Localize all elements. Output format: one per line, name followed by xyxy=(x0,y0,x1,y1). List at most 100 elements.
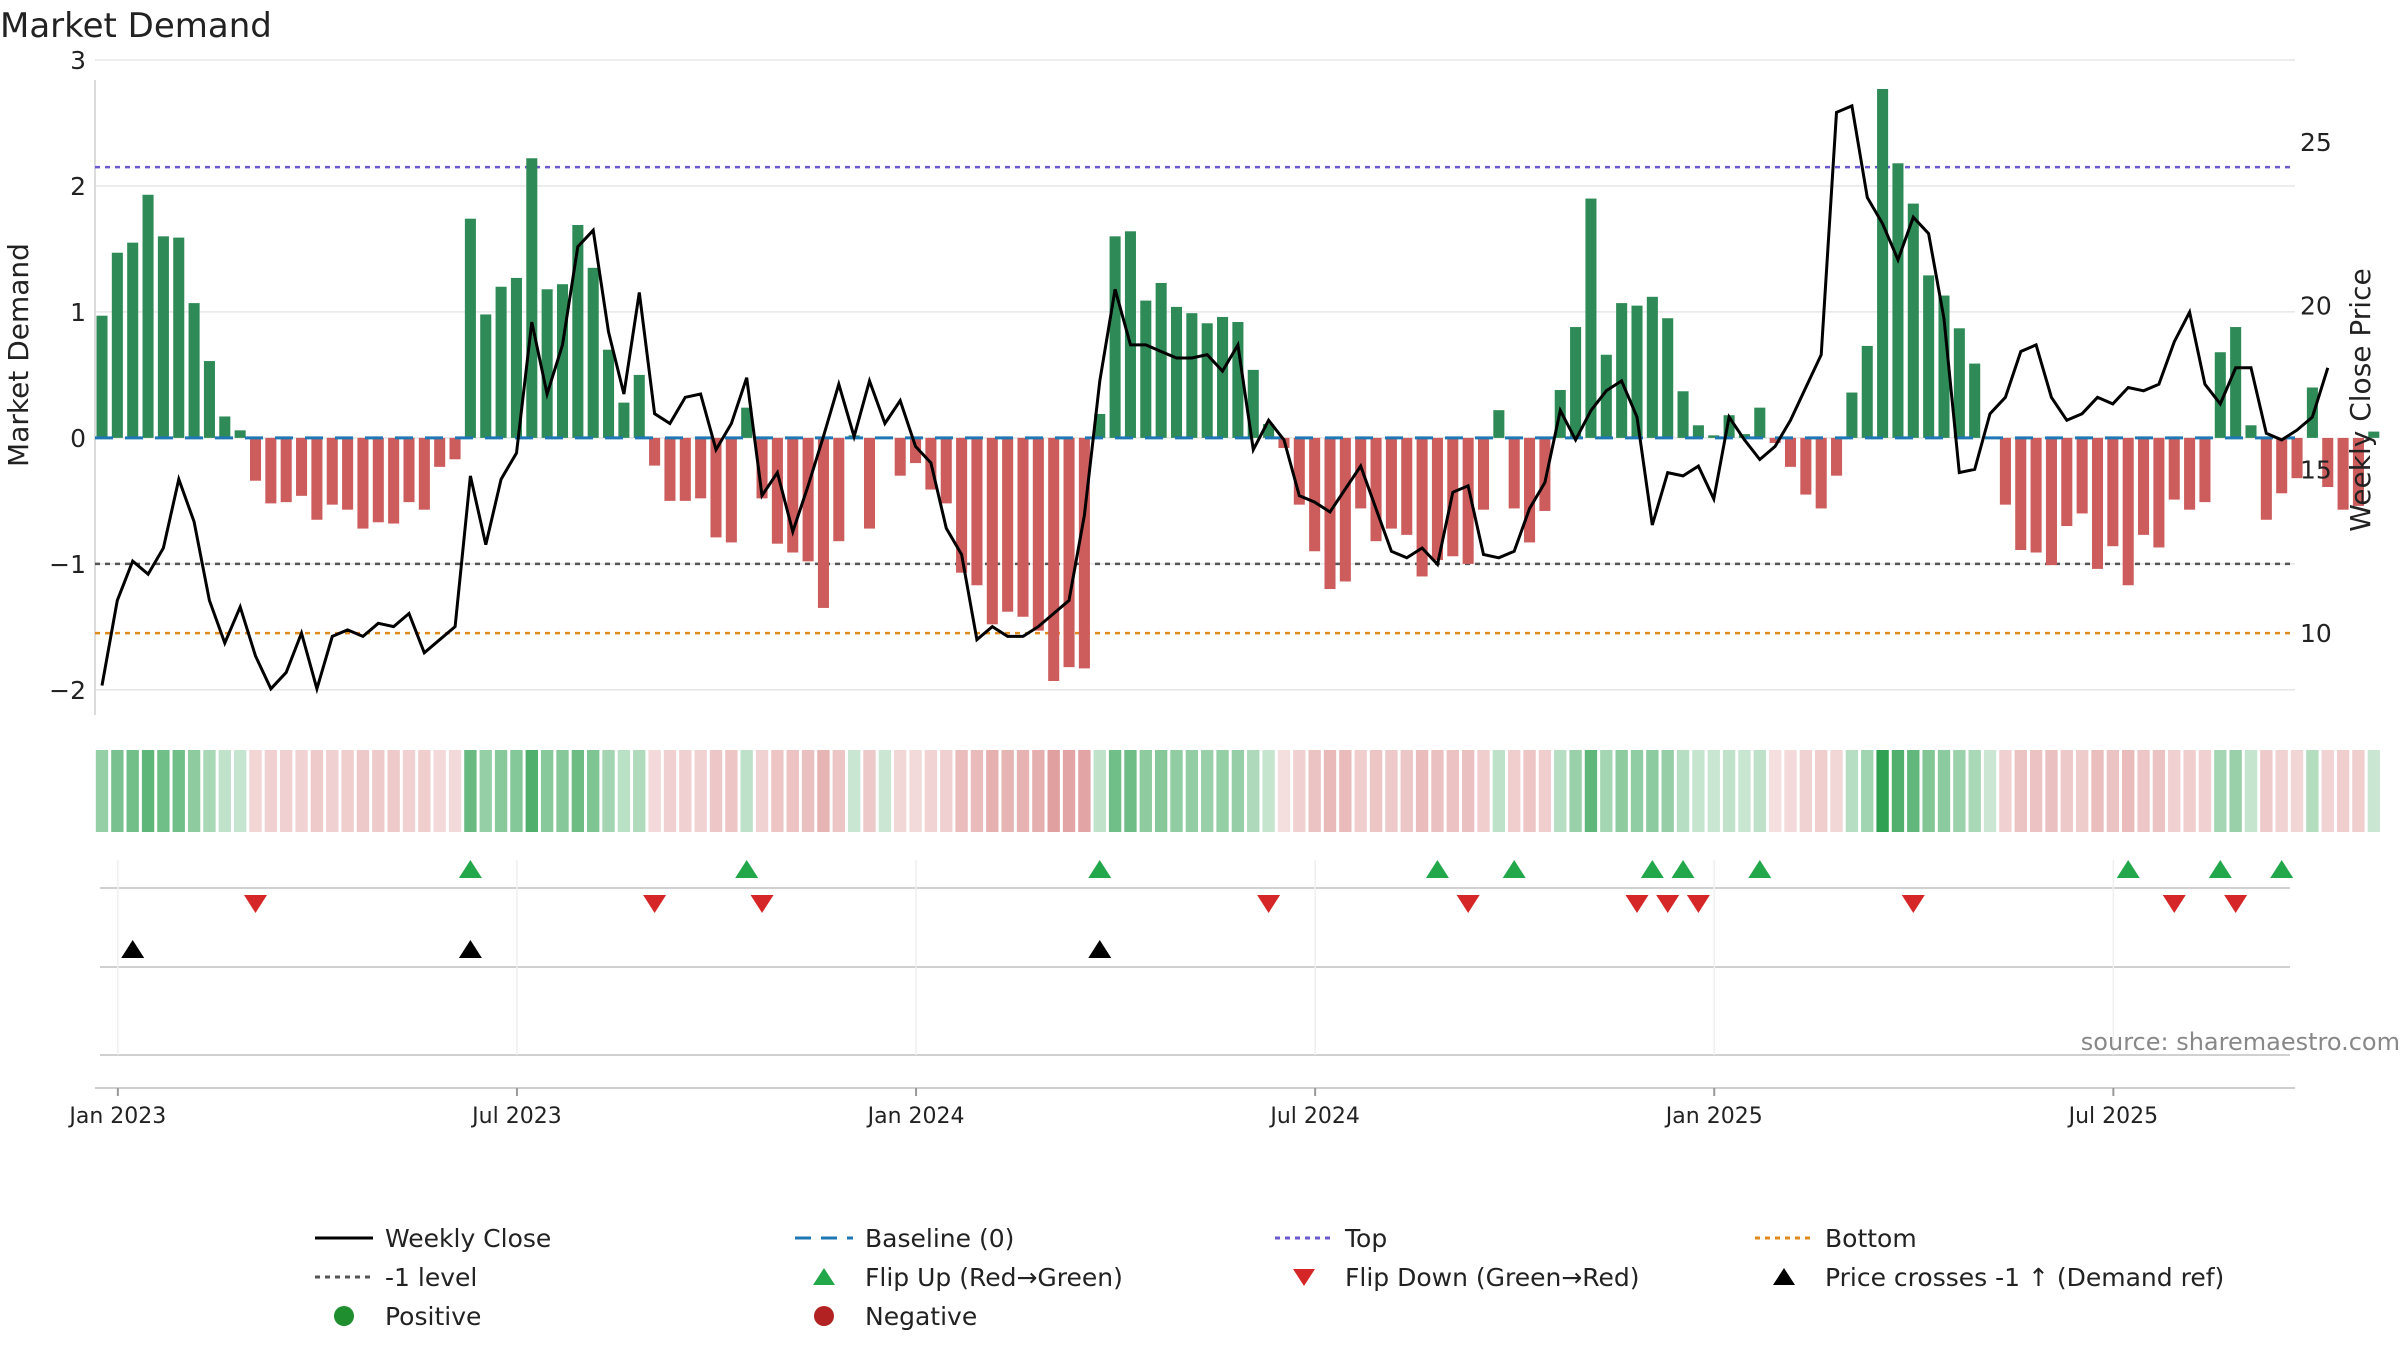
demand-bar xyxy=(2030,437,2042,553)
y-axis-left-ticks: 3 2 1 0 −1 −2 xyxy=(49,46,86,705)
demand-bar xyxy=(495,286,507,438)
y-left-tick-label: −1 xyxy=(49,550,86,579)
legend-label: -1 level xyxy=(385,1263,477,1292)
heat-cell xyxy=(1293,750,1306,832)
legend-item: Top xyxy=(1275,1224,1387,1253)
y-axis-left-label: Market Demand xyxy=(2,243,35,467)
heat-cell xyxy=(1630,750,1644,832)
heat-cell xyxy=(2060,750,2073,832)
flip-down-marker xyxy=(2162,895,2186,913)
demand-bar xyxy=(1217,316,1229,438)
x-tick-label: Jul 2025 xyxy=(2067,1104,2159,1129)
heat-cell xyxy=(1968,750,1981,832)
heat-cell xyxy=(2321,750,2334,832)
heat-cell xyxy=(909,750,922,832)
x-tick-label: Jan 2025 xyxy=(1664,1104,1763,1129)
heat-cell xyxy=(1953,750,1966,832)
flip-down-marker xyxy=(244,895,267,913)
demand-bar xyxy=(326,437,338,505)
legend-swatch xyxy=(813,1268,835,1285)
demand-bar xyxy=(910,437,922,464)
demand-bar xyxy=(1493,410,1505,438)
demand-bar xyxy=(2245,425,2257,438)
price-cross-marker xyxy=(121,940,145,958)
heat-cell xyxy=(1492,750,1506,832)
demand-bar xyxy=(1999,437,2011,505)
heat-cell xyxy=(1983,750,1997,832)
heat-cell xyxy=(187,750,201,832)
legend-label: Baseline (0) xyxy=(865,1224,1014,1253)
legend-label: Positive xyxy=(385,1302,481,1331)
demand-bar xyxy=(2337,437,2349,510)
demand-bar xyxy=(1401,437,1413,535)
heat-cell xyxy=(571,750,585,832)
demand-bar xyxy=(1508,437,1520,509)
heat-cell xyxy=(1431,750,1444,832)
y-right-tick-label: 15 xyxy=(2300,455,2332,484)
demand-bar xyxy=(342,437,354,510)
heat-cell xyxy=(2014,750,2027,832)
demand-bar xyxy=(1524,437,1536,543)
legend: Weekly Close Baseline (0) Top Bottom -1 leve… xyxy=(315,1224,2224,1331)
heat-cell xyxy=(1323,750,1337,832)
x-axis: Jan 2023 Jul 2023 Jan 2024 Jul 2024 Jan 2025… xyxy=(67,1087,2295,1129)
demand-bar xyxy=(633,374,645,438)
heat-cell xyxy=(1231,750,1245,832)
demand-bar xyxy=(2015,437,2027,550)
demand-bar xyxy=(203,361,215,438)
demand-bar xyxy=(541,289,553,438)
demand-bar xyxy=(96,315,108,438)
demand-bar xyxy=(1416,437,1428,577)
heat-cell xyxy=(1461,750,1475,832)
heat-cell xyxy=(540,750,554,832)
demand-bar xyxy=(434,437,446,467)
demand-bar xyxy=(1263,424,1275,438)
demand-bar xyxy=(418,437,430,510)
demand-bar xyxy=(1708,435,1720,438)
heat-cell xyxy=(1078,750,1091,832)
legend-item: Weekly Close xyxy=(315,1224,551,1253)
demand-bar xyxy=(1032,437,1044,631)
demand-bar xyxy=(1662,318,1674,438)
y-left-tick-label: −2 xyxy=(49,676,86,705)
demand-bar xyxy=(2352,437,2364,506)
demand-bar xyxy=(556,284,569,438)
heat-cell xyxy=(1615,750,1628,832)
heat-cell xyxy=(1154,750,1168,832)
demand-bar xyxy=(1232,322,1244,438)
heat-cell xyxy=(1692,750,1705,832)
demand-bar xyxy=(1646,296,1658,438)
heat-cell xyxy=(1339,750,1352,832)
heat-cell xyxy=(448,750,462,832)
demand-bar xyxy=(1063,437,1075,668)
demand-bar xyxy=(986,437,998,625)
x-tick-label: Jul 2024 xyxy=(1268,1104,1360,1129)
flip-up-marker xyxy=(1088,860,1112,878)
demand-bar xyxy=(111,252,123,438)
legend-label: Weekly Close xyxy=(385,1224,551,1253)
demand-bar xyxy=(1094,413,1106,438)
flip-up-marker xyxy=(1425,860,1449,878)
heat-cell xyxy=(2075,750,2089,832)
demand-bar xyxy=(940,437,952,504)
source-note: source: sharemaestro.com xyxy=(2081,1028,2400,1056)
heat-cell xyxy=(1830,750,1843,832)
demand-bar xyxy=(1539,437,1551,511)
heat-cell xyxy=(1876,750,1889,832)
demand-bar xyxy=(2199,437,2211,503)
demand-bar xyxy=(449,437,461,460)
heat-cell xyxy=(218,750,231,832)
heat-cell xyxy=(525,750,538,832)
heat-cell xyxy=(2091,750,2104,832)
heat-cell xyxy=(2137,750,2150,832)
demand-bar xyxy=(142,194,154,438)
demand-bar xyxy=(1293,437,1305,505)
heat-cell xyxy=(955,750,968,832)
price-cross-marker xyxy=(458,940,482,958)
legend-item: Flip Down (Green→Red) xyxy=(1293,1263,1640,1292)
demand-bar xyxy=(587,267,599,438)
heat-cell xyxy=(1815,750,1828,832)
demand-bar xyxy=(1247,369,1259,438)
demand-bar xyxy=(1124,231,1136,438)
legend-label: Flip Up (Red→Green) xyxy=(865,1263,1123,1292)
